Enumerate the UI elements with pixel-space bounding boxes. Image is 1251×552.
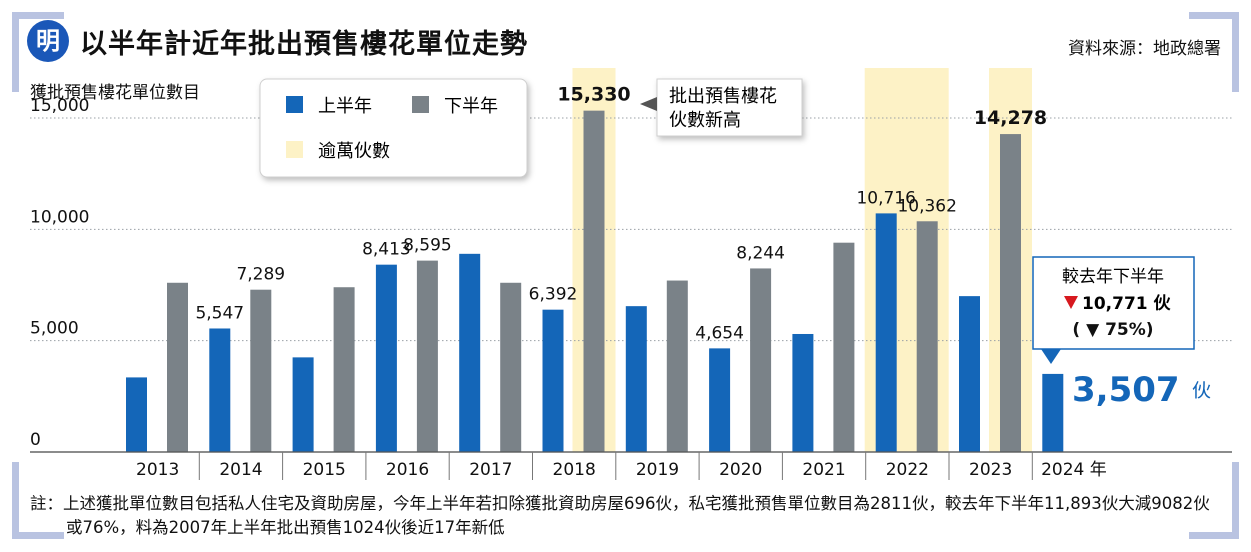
record-callout-text: 批出預售樓花 <box>669 86 777 107</box>
legend-swatch-second-half <box>412 96 429 113</box>
bar-second-half <box>416 260 438 452</box>
bar-second-half <box>916 221 938 452</box>
frame-corner-bottom-left <box>12 462 19 539</box>
x-tick-label: 2023 <box>969 460 1012 480</box>
x-tick-label: 2018 <box>553 460 596 480</box>
y-tick-label: 10,000 <box>30 207 89 227</box>
bar-first-half <box>875 213 897 452</box>
legend-label-second-half: 下半年 <box>444 96 498 117</box>
bar-second-half <box>583 110 605 452</box>
bar-first-half <box>542 309 564 452</box>
bar-second-half <box>833 242 855 452</box>
x-tick-label: 2022 <box>886 460 929 480</box>
legend-swatch-highlight <box>286 141 303 158</box>
y-tick-label: 0 <box>30 430 41 450</box>
legend-label-highlight: 逾萬伙數 <box>318 141 390 162</box>
data-label: 10,362 <box>897 196 956 216</box>
bar-first-half <box>375 264 397 452</box>
down-arrow-icon <box>1064 296 1078 309</box>
frame-corner-bottom-right <box>1189 532 1239 539</box>
bar-second-half <box>500 282 522 452</box>
bar-first-half <box>709 348 731 452</box>
y-axis-label: 獲批預售樓花單位數目 <box>30 83 200 103</box>
data-label: 15,330 <box>557 84 630 106</box>
data-label: 6,392 <box>529 285 578 305</box>
bar-chart: 0 5,000 10,000 15,000 2013 2014 2015 2016 2017 20… <box>30 68 1232 480</box>
logo: 明 <box>27 20 69 62</box>
frame-corner-bottom-right <box>1232 462 1239 539</box>
bar-first-half <box>625 306 647 452</box>
footnote-text: 註：上述獲批單位數目包括私人住宅及資助房屋，今年上半年若扣除獲批資助房屋696伙… <box>30 494 1210 537</box>
x-tick-label: 2016 <box>386 460 429 480</box>
bar-second-half <box>167 282 188 452</box>
x-tick-label: 2024 年 <box>1041 460 1107 480</box>
record-callout-pointer <box>640 97 657 111</box>
data-label: 8,413 <box>362 240 411 260</box>
bar-first-half <box>959 296 980 452</box>
data-label: 14,278 <box>974 107 1047 129</box>
frame-corner-top-right <box>1232 12 1239 92</box>
bar-first-half <box>1042 373 1064 452</box>
data-label: 10,716 <box>856 188 915 208</box>
frame-corner-top-left <box>12 12 64 19</box>
frame-corner-top-left <box>12 12 19 92</box>
bar-first-half <box>126 377 147 452</box>
x-tick-label: 2021 <box>802 460 845 480</box>
footnote: 註：上述獲批單位數目包括私人住宅及資助房屋，今年上半年若扣除獲批資助房屋696伙… <box>30 492 1225 540</box>
x-tick-label: 2019 <box>636 460 679 480</box>
change-callout-line1: 較去年下半年 <box>1062 267 1164 287</box>
data-label: 5,547 <box>195 303 244 323</box>
bar-second-half <box>250 289 272 452</box>
legend-box <box>259 78 528 178</box>
bar-second-half <box>1000 134 1021 452</box>
bar-first-half <box>209 328 231 452</box>
bar-first-half <box>292 357 314 452</box>
record-callout-box <box>656 78 803 137</box>
y-tick-label: 5,000 <box>30 319 79 339</box>
y-tick-label: 15,000 <box>30 96 89 116</box>
legend-label-first-half: 上半年 <box>318 96 372 117</box>
bar-second-half <box>666 280 688 452</box>
x-tick-label: 2014 <box>219 460 262 480</box>
bar-second-half <box>333 287 355 452</box>
data-label: 7,289 <box>236 265 285 285</box>
change-callout-line3: ( ▼ 75%) <box>1072 320 1153 340</box>
record-callout-text: 伙數新高 <box>669 110 741 131</box>
chart-title: 以半年計近年批出預售樓花單位走勢 <box>80 29 528 60</box>
source-label: 資料來源：地政總署 <box>1068 39 1221 59</box>
data-label: 8,595 <box>403 236 452 256</box>
latest-value: 3,507 <box>1072 370 1180 410</box>
x-tick-label: 2013 <box>136 460 179 480</box>
bar-first-half <box>459 253 481 452</box>
legend-swatch-first-half <box>286 96 303 113</box>
change-callout-pointer <box>1041 349 1061 364</box>
bar-second-half <box>750 268 772 452</box>
x-tick-label: 2015 <box>303 460 346 480</box>
x-tick-label: 2017 <box>469 460 512 480</box>
data-label: 8,244 <box>736 243 785 263</box>
latest-value-unit: 伙 <box>1192 380 1211 402</box>
x-tick-label: 2020 <box>719 460 762 480</box>
data-label: 4,654 <box>695 323 744 343</box>
change-callout-line2: 10,771 伙 <box>1082 293 1172 314</box>
change-callout-box <box>1032 256 1195 350</box>
frame-corner-top-right <box>1189 12 1239 19</box>
bar-first-half <box>792 333 814 452</box>
frame-corner-bottom-left <box>12 532 64 539</box>
